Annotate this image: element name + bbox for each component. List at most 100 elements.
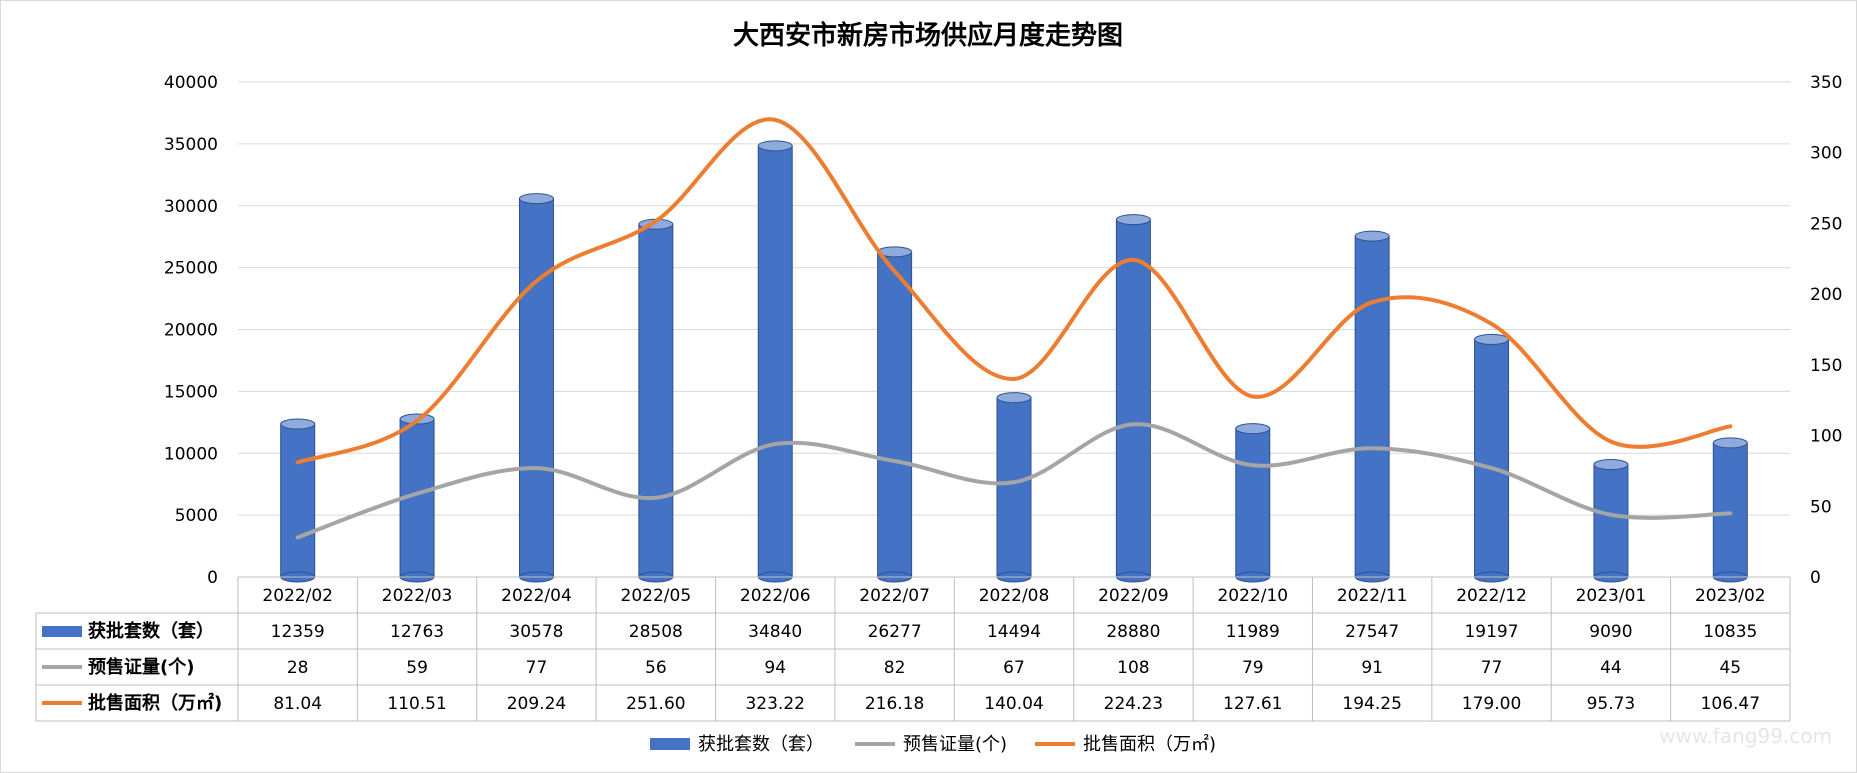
bar-top [1474, 333, 1510, 345]
table-cell: 77 [526, 658, 548, 678]
table-header-cell: 2022/11 [1337, 586, 1408, 606]
y-axis-right: 0 50 100 150 200 250 300 350 [1810, 73, 1842, 588]
bar-top [518, 193, 554, 205]
table-cell: 14494 [987, 622, 1041, 642]
bar-body [280, 423, 316, 578]
y-left-tick-label: 40000 [164, 73, 218, 93]
bar-top [757, 140, 793, 152]
y-left-tick-label: 30000 [164, 197, 218, 217]
bar-body [877, 251, 913, 578]
table-cell: 67 [1003, 658, 1025, 678]
table-cell: 79 [1242, 658, 1264, 678]
bar-body [1354, 235, 1390, 578]
y-right-tick-label: 0 [1810, 568, 1821, 588]
table-cell: 28 [287, 658, 309, 678]
table-cell: 209.24 [507, 694, 566, 714]
bar-top [1593, 459, 1629, 471]
table-header-cell: 2022/02 [262, 586, 333, 606]
bar-body [638, 223, 674, 578]
bar-top [280, 418, 316, 430]
table-cell: 30578 [509, 622, 563, 642]
bar-body [1593, 464, 1629, 578]
table-cell: 59 [406, 658, 428, 678]
chart-title: 大西安市新房市场供应月度走势图 [733, 20, 1123, 51]
y-right-tick-label: 100 [1810, 427, 1842, 447]
bar-top [1115, 214, 1151, 226]
y-right-tick-label: 200 [1810, 285, 1842, 305]
table-cell: 95.73 [1587, 694, 1636, 714]
table-header-cell: 2022/10 [1217, 586, 1288, 606]
bar [518, 193, 554, 583]
bar [1235, 423, 1271, 583]
table-cell: 251.60 [626, 694, 685, 714]
table-cell: 56 [645, 658, 667, 678]
y-left-tick-label: 5000 [175, 506, 218, 526]
legend-label: 获批套数（套） [698, 734, 824, 755]
table-cell: 108 [1117, 658, 1149, 678]
bar [877, 246, 913, 583]
table-cell: 27547 [1345, 622, 1399, 642]
bar [1712, 437, 1748, 583]
table-header-cell: 2022/09 [1098, 586, 1169, 606]
bar-body [1235, 428, 1271, 578]
bar [1354, 230, 1390, 583]
table-cell: 26277 [868, 622, 922, 642]
bar-top [996, 392, 1032, 404]
table-cell: 106.47 [1701, 694, 1760, 714]
table-header-cell: 2022/07 [859, 586, 930, 606]
table-row-label: 预售证量(个) [88, 656, 194, 678]
table-cell: 82 [884, 658, 906, 678]
table-header-cell: 2023/01 [1576, 586, 1647, 606]
bar-body [1712, 442, 1748, 578]
table-cell: 11989 [1226, 622, 1280, 642]
table-cell: 81.04 [273, 694, 322, 714]
bar-body [757, 145, 793, 578]
data-table: 2022/02 2022/03 2022/04 2022/05 2022/06 2022/… [35, 576, 1791, 722]
table-header-cell: 2022/08 [979, 586, 1050, 606]
table-legend-key [42, 626, 82, 637]
table-cell: 94 [764, 658, 786, 678]
bar-top [1354, 230, 1390, 242]
table-cell: 110.51 [387, 694, 446, 714]
y-left-tick-label: 0 [207, 568, 218, 588]
table-row-label: 批售面积（万㎡) [88, 692, 222, 714]
table-cell: 10835 [1703, 622, 1757, 642]
table-cell: 28508 [629, 622, 683, 642]
bar [1115, 214, 1151, 583]
bar [280, 418, 316, 583]
table-cell: 194.25 [1342, 694, 1401, 714]
table-header-cell: 2022/03 [382, 586, 453, 606]
bar-top [1712, 437, 1748, 449]
y-right-tick-label: 150 [1810, 356, 1842, 376]
table-header-cell: 2022/04 [501, 586, 572, 606]
table-cell: 44 [1600, 658, 1622, 678]
table-cell: 127.61 [1223, 694, 1282, 714]
y-right-tick-label: 50 [1810, 497, 1832, 517]
bar-body [1115, 219, 1151, 578]
table-cell: 323.22 [745, 694, 804, 714]
table-cell: 179.00 [1462, 694, 1521, 714]
table-cell: 12763 [390, 622, 444, 642]
table-cell: 28880 [1106, 622, 1160, 642]
table-header-cell: 2022/12 [1456, 586, 1527, 606]
table-row-label: 获批套数（套） [88, 620, 214, 642]
y-right-tick-label: 250 [1810, 214, 1842, 234]
y-left-tick-label: 20000 [164, 321, 218, 341]
table-cell: 224.23 [1104, 694, 1163, 714]
bar-body [996, 397, 1032, 578]
table-cell: 12359 [271, 622, 325, 642]
y-left-tick-label: 10000 [164, 444, 218, 464]
bar [996, 392, 1032, 583]
bar-body [518, 198, 554, 578]
y-axis-left: 0 5000 10000 15000 20000 25000 30000 35000 40000 [164, 73, 218, 588]
bar [1593, 459, 1629, 583]
table-cell: 34840 [748, 622, 802, 642]
y-right-tick-label: 350 [1810, 73, 1842, 93]
bar-top [1235, 423, 1271, 435]
y-left-tick-label: 15000 [164, 382, 218, 402]
table-cell: 140.04 [984, 694, 1043, 714]
table-header-cell: 2022/06 [740, 586, 811, 606]
table-cell: 216.18 [865, 694, 924, 714]
table-cell: 45 [1719, 658, 1741, 678]
